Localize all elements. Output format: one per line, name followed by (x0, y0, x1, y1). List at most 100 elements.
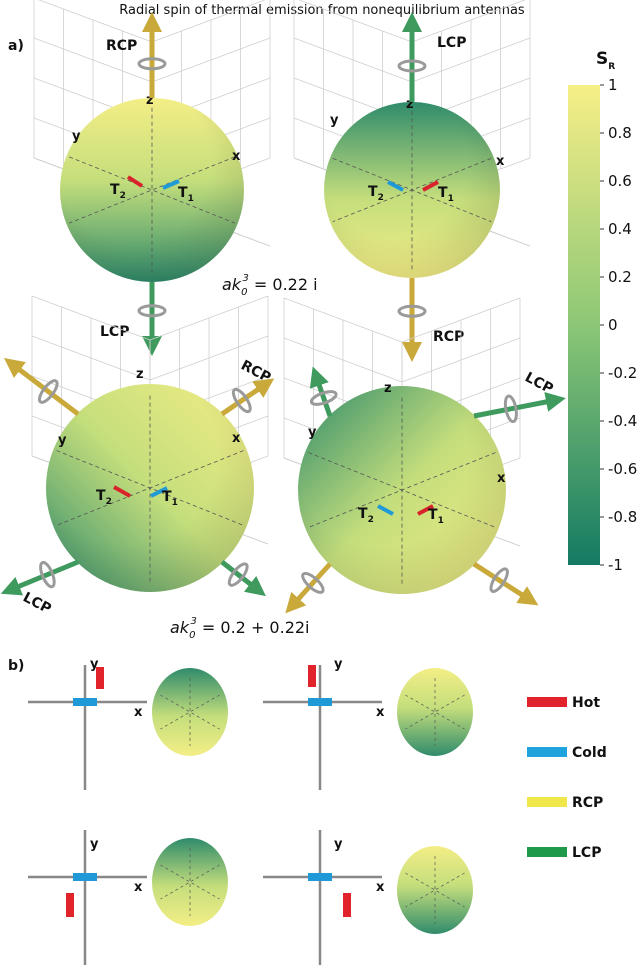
axis-label: y (72, 129, 81, 144)
axis-dashed (160, 694, 220, 730)
text-part: = 0.22 i (249, 275, 318, 294)
axis-label: x (496, 154, 505, 169)
antenna-letter: T (110, 182, 120, 198)
axis-label: y (90, 657, 99, 672)
axis-label: x (232, 149, 241, 164)
axis-label: z (136, 367, 144, 382)
hot-antenna (422, 180, 439, 192)
colorbar-tick-label: -0.6 (608, 460, 637, 478)
cube-grid (293, 37, 413, 83)
antenna-label: T2 (368, 184, 384, 203)
arrow-label: LCP (522, 369, 556, 397)
cube-grid (283, 297, 403, 343)
sphere-panel: z y x LCP RCP (293, 0, 531, 362)
axis-label: z (406, 97, 414, 112)
axis-dashed (405, 872, 465, 908)
sphere (152, 668, 228, 756)
cube-grid (298, 0, 413, 43)
cube-grid (411, 37, 531, 83)
spin-ring (503, 394, 518, 424)
axis-label: z (146, 93, 154, 108)
spin-ring (489, 567, 509, 593)
legend-swatch (527, 797, 567, 807)
sphere (397, 668, 473, 756)
cube-grid (149, 295, 269, 341)
legend-label: LCP (572, 845, 601, 861)
spin-ring (39, 560, 56, 589)
antenna-sub: 1 (448, 194, 454, 204)
antenna-sub: 1 (172, 498, 178, 508)
spin-ring (301, 571, 325, 594)
antenna-letter: T (358, 506, 368, 522)
emission-arrow (472, 561, 539, 606)
axis-dashed (160, 864, 220, 900)
axis-label: y (330, 113, 339, 128)
cold-antenna (150, 486, 168, 498)
colorbar-tick-label: 0.8 (608, 124, 632, 142)
antenna-sub: 2 (368, 515, 374, 525)
axis-label: x (376, 705, 385, 720)
antenna-letter: T (162, 489, 172, 505)
cube-grid (151, 0, 266, 43)
text-part: 0 (241, 287, 247, 298)
axis-dashed (332, 157, 492, 223)
hot-antenna (308, 665, 316, 687)
spin-ring (137, 304, 167, 318)
cube-grid (149, 335, 269, 381)
colorbar (568, 85, 600, 565)
arrow-label: RCP (106, 38, 137, 54)
text-part: ak (222, 275, 242, 294)
spin-ring (309, 390, 338, 406)
cold-antenna (308, 873, 332, 881)
cube-grid (283, 337, 403, 383)
axis-dashed (405, 872, 465, 908)
hot-antenna (66, 893, 74, 917)
antenna-letter: T (368, 184, 378, 200)
text-part: 0 (189, 630, 195, 641)
cube-grid (38, 0, 153, 43)
equation: ak0 3 = 0.22 i (222, 273, 318, 298)
cube-grid (33, 37, 153, 83)
legend-swatch (527, 747, 567, 757)
equation: ak0 3 = 0.2 + 0.22i (170, 616, 310, 641)
cold-antenna (377, 504, 394, 516)
emission-arrow (220, 378, 275, 417)
cold-antenna (73, 698, 97, 706)
emission-arrow (285, 562, 332, 614)
colorbar-tick-label: 1 (608, 76, 618, 94)
sphere-panel: z y x RCP LCP (33, 0, 271, 356)
axis-label: x (376, 880, 385, 895)
colorbar-tick-label: -0.2 (608, 364, 637, 382)
axis-label: x (497, 471, 506, 486)
antenna-sub: 1 (188, 194, 194, 204)
arrow-label: LCP (437, 35, 466, 51)
antenna-label: T1 (428, 507, 444, 526)
axis-label: y (58, 433, 67, 448)
sphere (152, 838, 228, 926)
colorbar-tick-label: 0.4 (608, 220, 632, 238)
spin-ring (137, 57, 167, 71)
antenna-sub: 2 (106, 497, 112, 507)
antenna-sub: 2 (120, 191, 126, 201)
axis-label: z (384, 381, 392, 396)
colorbar-tick-label: -1 (608, 556, 623, 574)
axis-label: y (308, 425, 317, 440)
cube-grid (31, 335, 151, 381)
panel-label: b) (8, 658, 24, 674)
axis-dashed (160, 694, 220, 730)
arrow-label: LCP (100, 324, 129, 340)
cold-antenna (73, 873, 97, 881)
legend-swatch (527, 847, 567, 857)
sphere-panel: z y x LCP RCP (0, 0, 566, 614)
axis-dashed (308, 452, 496, 528)
legend-swatch (527, 697, 567, 707)
axis-dashed (160, 864, 220, 900)
text-part: 3 (190, 616, 196, 627)
antenna-label: T1 (178, 185, 194, 204)
figure-title: Radial spin of thermal emission from non… (119, 3, 525, 18)
colorbar-tick-label: -0.8 (608, 508, 637, 526)
sphere-shade (60, 98, 244, 282)
antenna-letter: T (178, 185, 188, 201)
hot-antenna (417, 504, 434, 516)
cube-grid (411, 0, 526, 43)
